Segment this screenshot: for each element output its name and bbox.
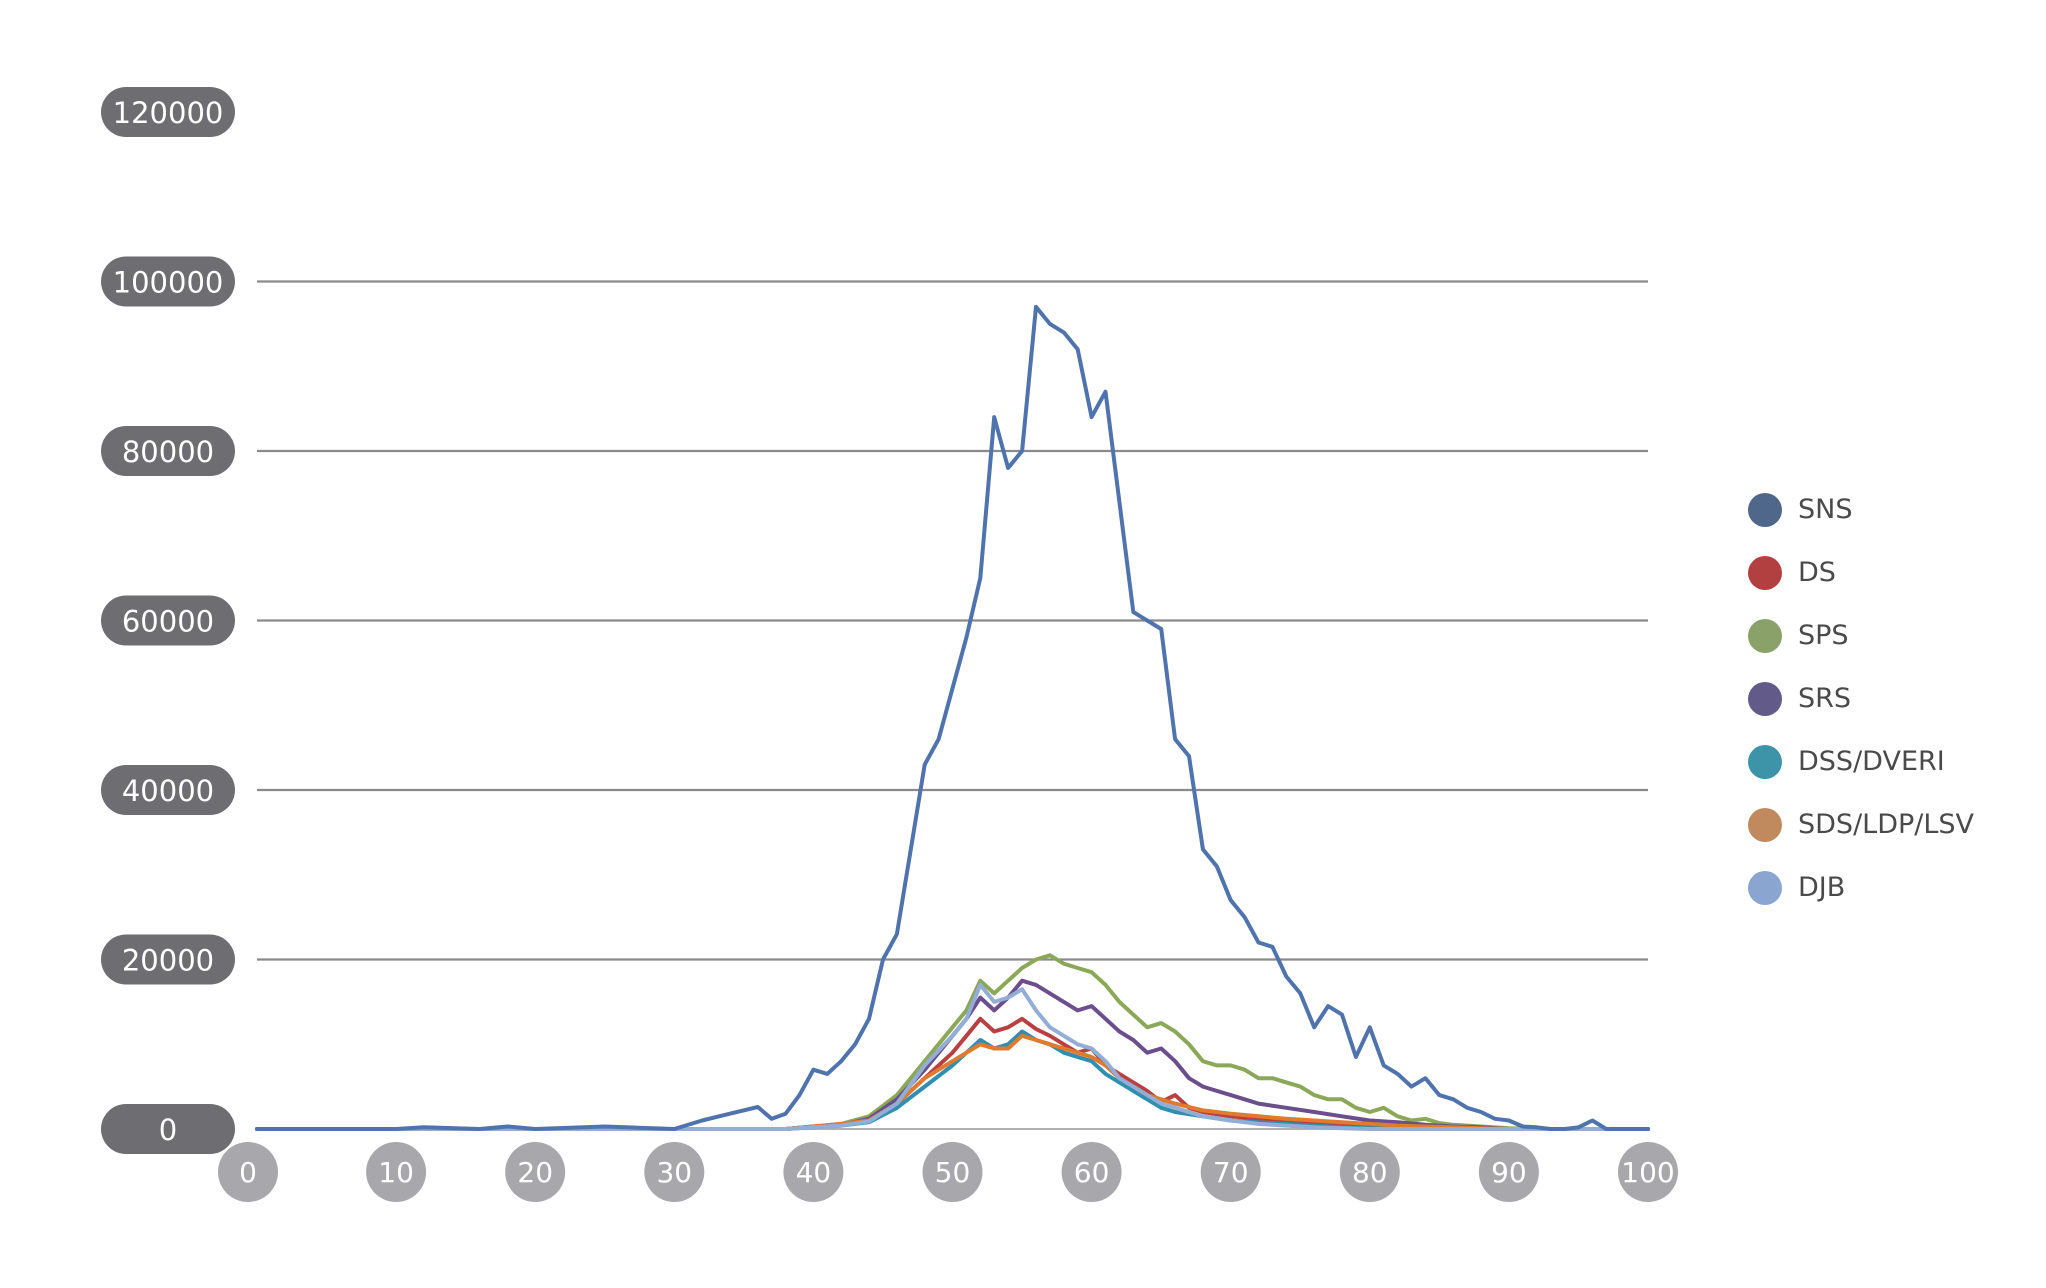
x-tick-label: 20: [505, 1142, 566, 1202]
y-tick-pill: [101, 426, 235, 476]
y-tick-pill: [101, 765, 235, 815]
y-tick-text: 0: [159, 1113, 177, 1147]
x-tick-text: 50: [935, 1156, 971, 1189]
y-tick-label: 100000: [101, 256, 235, 307]
y-tick-pill: [101, 934, 235, 985]
series-line-sds-ldp-lsv: [255, 1033, 1650, 1131]
x-tick-text: 10: [378, 1156, 414, 1189]
y-tick-pill: [101, 595, 235, 646]
legend-swatch: [1748, 492, 1782, 527]
y-axis: 0 20000 40000 60000 80000 100000 120000: [101, 87, 235, 1154]
legend-label: DJB: [1798, 872, 1846, 903]
x-tick-text: 80: [1352, 1156, 1388, 1189]
x-axis: 0 10 20 30 40 50 60 70 80 90 100: [218, 1142, 1678, 1202]
x-tick-label: 100: [1618, 1142, 1678, 1202]
x-tick-circle: [1618, 1142, 1678, 1202]
x-tick-text: 0: [239, 1156, 257, 1189]
x-tick-text: 70: [1213, 1156, 1249, 1189]
y-tick-label: 0: [101, 1104, 235, 1154]
x-tick-label: 0: [218, 1142, 278, 1202]
y-tick-text: 100000: [113, 266, 224, 300]
x-tick-label: 90: [1478, 1142, 1539, 1202]
legend-item: DS: [1748, 541, 1974, 604]
series-line-sps: [255, 953, 1650, 1131]
x-tick-circle: [783, 1142, 844, 1202]
x-tick-label: 60: [1061, 1142, 1122, 1202]
x-tick-text: 20: [517, 1156, 553, 1189]
legend-swatch: [1748, 744, 1782, 779]
y-tick-label: 80000: [101, 426, 235, 476]
x-tick-text: 40: [796, 1156, 832, 1189]
y-tick-pill: [101, 256, 235, 307]
legend-swatch: [1748, 681, 1782, 716]
legend-item: DJB: [1748, 856, 1974, 919]
y-tick-label: 60000: [101, 595, 235, 646]
y-tick-text: 60000: [122, 605, 214, 639]
legend-label: SRS: [1798, 683, 1852, 714]
x-tick-circle: [1478, 1142, 1539, 1202]
legend-label: DS: [1798, 557, 1836, 588]
legend-swatch: [1748, 870, 1782, 905]
y-tick-text: 80000: [122, 435, 214, 469]
y-tick-label: 120000: [101, 87, 235, 137]
y-tick-label: 40000: [101, 765, 235, 815]
x-tick-circle: [922, 1142, 983, 1202]
x-tick-label: 40: [783, 1142, 844, 1202]
x-tick-circle: [505, 1142, 566, 1202]
legend-swatch: [1748, 555, 1782, 590]
legend-label: SDS/LDP/LSV: [1798, 809, 1975, 840]
x-tick-circle: [218, 1142, 278, 1202]
x-tick-circle: [366, 1142, 427, 1202]
series-line-dss-dveri: [255, 1029, 1650, 1131]
y-tick-pill: [101, 87, 235, 137]
x-tick-label: 30: [644, 1142, 705, 1202]
legend-item: SPS: [1748, 604, 1974, 667]
series-line-djb: [255, 982, 1650, 1131]
x-tick-label: 10: [366, 1142, 427, 1202]
x-tick-label: 50: [922, 1142, 983, 1202]
chart-legend: SNS DS SPS SRS DSS/DVERI SDS/LDP/LSV DJB: [1748, 478, 1974, 919]
y-tick-text: 120000: [113, 96, 224, 130]
y-tick-text: 20000: [122, 944, 214, 978]
legend-swatch: [1748, 807, 1782, 842]
legend-label: DSS/DVERI: [1798, 746, 1945, 777]
x-tick-text: 90: [1491, 1156, 1527, 1189]
legend-item: SDS/LDP/LSV: [1748, 793, 1974, 856]
legend-swatch: [1748, 618, 1782, 653]
legend-item: SRS: [1748, 667, 1974, 730]
x-tick-text: 30: [656, 1156, 692, 1189]
series-line-sns: [255, 304, 1650, 1131]
grid-lines: [257, 280, 1648, 1130]
x-tick-text: 100: [1621, 1156, 1674, 1189]
legend-label: SPS: [1798, 620, 1849, 651]
y-tick-label: 20000: [101, 934, 235, 985]
x-tick-text: 60: [1074, 1156, 1110, 1189]
x-tick-label: 70: [1200, 1142, 1261, 1202]
y-tick-text: 40000: [122, 774, 214, 808]
x-tick-circle: [1061, 1142, 1122, 1202]
legend-label: SNS: [1798, 494, 1853, 525]
x-tick-circle: [1200, 1142, 1261, 1202]
x-tick-circle: [1339, 1142, 1400, 1202]
x-tick-label: 80: [1339, 1142, 1400, 1202]
series-lines: [255, 304, 1650, 1131]
y-tick-pill: [101, 1104, 235, 1154]
x-tick-circle: [644, 1142, 705, 1202]
legend-item: DSS/DVERI: [1748, 730, 1974, 793]
legend-item: SNS: [1748, 478, 1974, 541]
